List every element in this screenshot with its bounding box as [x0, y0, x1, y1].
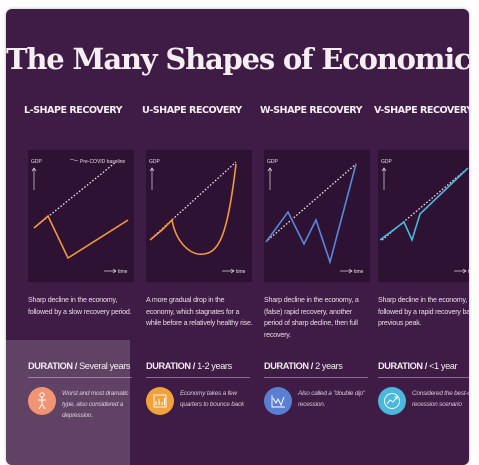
duration-label: DURATION /: [378, 361, 427, 371]
baseline-pointer: [69, 158, 79, 162]
double-dip-chart-icon: [264, 387, 292, 415]
l-shape-series-line: [33, 214, 129, 260]
person-falling-icon: [28, 387, 56, 415]
v-shape-chart: GDP time: [378, 150, 469, 282]
column-description: Sharp decline in the economy, followed b…: [28, 296, 132, 316]
duration-value: Several years: [76, 361, 131, 371]
column-description: Sharp decline in the economy, a (false) …: [264, 296, 359, 339]
x-axis-arrowhead: [112, 268, 117, 274]
w-shape-series-line: [265, 163, 357, 265]
v-shape-series-line: [379, 167, 469, 243]
column-note: Worst and most dramatic type, also consi…: [62, 390, 129, 419]
duration-value: <1 year: [426, 361, 458, 371]
divider: [146, 377, 250, 378]
y-axis-label: GDP: [267, 159, 279, 165]
w-shape-chart: GDP time: [264, 150, 370, 282]
column-heading: L-SHAPE RECOVERY: [24, 105, 123, 116]
x-axis-arrowhead: [462, 268, 467, 274]
duration-label: DURATION /: [146, 361, 195, 371]
duration-text: DURATION / Several years: [28, 361, 132, 371]
column-heading: U-SHAPE RECOVERY: [142, 105, 242, 116]
column-note: Economy takes a few quarters to bounce b…: [180, 390, 244, 408]
x-axis-label: time: [118, 269, 128, 275]
y-axis-arrowhead: [149, 167, 155, 172]
baseline-line: [267, 163, 357, 241]
l-shape-chart-svg: GDP Pre-COVID baseline time: [31, 158, 129, 275]
column-note: Considered the best-case recession scena…: [412, 390, 469, 408]
column-description: Sharp decline in the economy, followed b…: [378, 296, 469, 327]
y-axis-arrowhead: [31, 167, 37, 172]
y-axis-label: GDP: [149, 159, 161, 165]
l-shape-chart: GDP Pre-COVID baseline time: [28, 150, 134, 282]
x-axis-label: time: [354, 269, 364, 275]
u-shape-chart-svg: GDP time: [149, 159, 246, 275]
u-shape-series-line: [149, 163, 237, 255]
x-axis-label: time: [468, 269, 469, 275]
column-heading: W-SHAPE RECOVERY: [260, 105, 363, 116]
duration-value: 1-2 years: [194, 361, 232, 371]
overlay-fade: [0, 340, 130, 465]
divider: [28, 377, 132, 378]
page-title: The Many Shapes of Economic Recovery: [6, 42, 469, 76]
x-axis-arrowhead: [348, 268, 353, 274]
v-shape-chart-svg: GDP time: [379, 159, 469, 275]
x-axis-label: time: [236, 269, 246, 275]
u-shape-chart: GDP time: [146, 150, 252, 282]
duration-text: DURATION / <1 year: [378, 361, 469, 371]
column-description: A more gradual drop in the economy, whic…: [146, 296, 253, 327]
divider: [378, 377, 469, 378]
infographic: The Many Shapes of Economic Recovery L-S…: [6, 9, 469, 465]
w-shape-chart-svg: GDP time: [265, 159, 364, 275]
bar-chart-icon: [146, 387, 174, 415]
divider: [264, 377, 368, 378]
y-axis-label: GDP: [381, 159, 393, 165]
duration-text: DURATION / 2 years: [264, 361, 368, 371]
baseline-label: Pre-COVID baseline: [80, 159, 126, 165]
y-axis-arrowhead: [381, 167, 387, 172]
duration-text: DURATION / 1-2 years: [146, 361, 250, 371]
x-axis-arrowhead: [230, 268, 235, 274]
duration-label: DURATION /: [28, 361, 77, 371]
column-note: Also called a "double dip" recession.: [298, 390, 365, 408]
column-heading: V-SHAPE RECOVERY: [374, 105, 469, 116]
duration-label: DURATION /: [264, 361, 313, 371]
rising-chart-icon: [378, 387, 406, 415]
duration-value: 2 years: [312, 361, 343, 371]
y-axis-label: GDP: [31, 159, 43, 165]
y-axis-arrowhead: [267, 167, 273, 172]
